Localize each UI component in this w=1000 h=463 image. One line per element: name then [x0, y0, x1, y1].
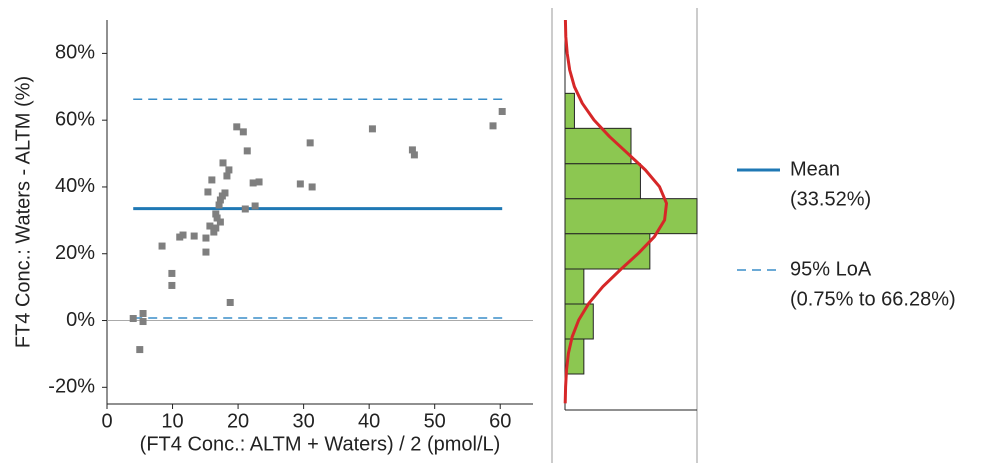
point	[241, 205, 249, 213]
point	[158, 242, 166, 250]
point	[239, 128, 247, 136]
point	[202, 248, 210, 256]
point	[489, 122, 497, 130]
legend-label: Mean	[790, 158, 840, 180]
legend-label: 95% LoA	[790, 258, 872, 280]
point	[221, 189, 229, 197]
x-tick-label: 20	[227, 410, 249, 432]
hist-bar	[564, 268, 585, 305]
point	[308, 183, 316, 191]
point	[233, 123, 241, 131]
x-tick-label: 10	[161, 410, 183, 432]
point	[368, 125, 376, 133]
point	[139, 318, 147, 326]
x-tick-label: 0	[101, 410, 112, 432]
point	[255, 178, 263, 186]
x-axis-label: (FT4 Conc.: ALTM + Waters) / 2 (pmol/L)	[140, 433, 501, 455]
point	[210, 228, 218, 236]
legend-detail: (0.75% to 66.28%)	[790, 288, 956, 310]
point	[216, 196, 224, 204]
point	[223, 172, 231, 180]
point	[243, 147, 251, 155]
hist-bar	[564, 92, 575, 129]
point	[216, 218, 224, 226]
point	[179, 231, 187, 239]
point	[190, 232, 198, 240]
y-tick-label: -20%	[48, 376, 95, 398]
y-tick-label: 20%	[55, 242, 95, 264]
y-axis-label: FT4 Conc.: Waters - ALTM (%)	[12, 76, 34, 348]
point	[498, 107, 506, 115]
y-tick-label: 0%	[66, 309, 95, 331]
point	[410, 151, 418, 159]
point	[225, 166, 233, 174]
point	[206, 222, 214, 230]
y-tick-label: 40%	[55, 175, 95, 197]
y-tick-label: 80%	[55, 42, 95, 64]
point	[249, 179, 257, 187]
x-tick-label: 60	[489, 410, 511, 432]
point	[251, 202, 259, 210]
hist-bar	[564, 198, 698, 235]
y-tick-label: 60%	[55, 108, 95, 130]
point	[202, 234, 210, 242]
hist-bar	[564, 233, 651, 270]
legend-detail: (33.52%)	[790, 188, 871, 210]
point	[219, 159, 227, 167]
point	[129, 315, 137, 323]
point	[208, 176, 216, 184]
normal-curve	[563, 19, 668, 404]
x-tick-label: 40	[358, 410, 380, 432]
point	[168, 269, 176, 277]
point	[226, 298, 234, 306]
point	[408, 146, 416, 154]
point	[212, 210, 220, 218]
point	[215, 201, 223, 209]
point	[296, 180, 304, 188]
point	[204, 188, 212, 196]
hist-bar	[564, 163, 641, 200]
point	[306, 139, 314, 147]
x-tick-label: 50	[424, 410, 446, 432]
point	[168, 281, 176, 289]
point	[212, 224, 220, 232]
point	[213, 214, 221, 222]
point	[136, 346, 144, 354]
x-tick-label: 30	[292, 410, 314, 432]
point	[139, 310, 147, 318]
